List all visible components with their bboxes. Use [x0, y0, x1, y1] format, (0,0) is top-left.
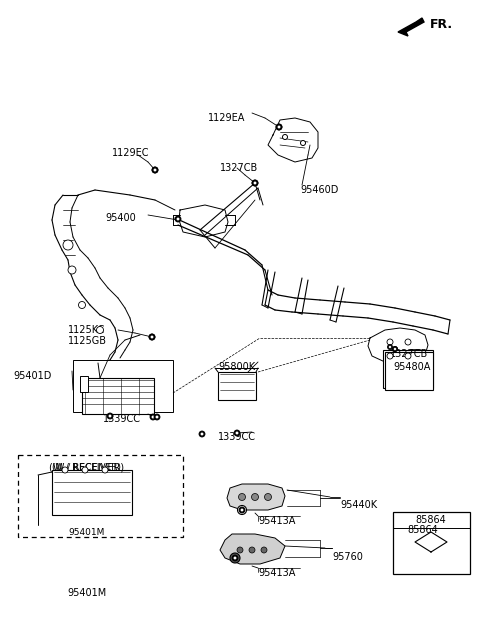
Circle shape [277, 125, 280, 129]
Circle shape [82, 467, 88, 473]
FancyBboxPatch shape [18, 455, 183, 537]
Text: (W / RECEIVER): (W / RECEIVER) [52, 463, 121, 472]
Circle shape [175, 216, 181, 222]
Circle shape [261, 547, 267, 553]
Circle shape [253, 182, 256, 185]
Circle shape [300, 141, 305, 145]
Circle shape [389, 346, 391, 348]
Circle shape [152, 167, 158, 173]
Circle shape [405, 339, 411, 345]
Text: 95460D: 95460D [300, 185, 338, 195]
Text: 1129EA: 1129EA [208, 113, 245, 123]
Circle shape [283, 134, 288, 140]
Bar [73, 360, 173, 412]
Bar [80, 376, 88, 392]
Circle shape [108, 415, 111, 417]
Text: 95800K: 95800K [218, 362, 255, 372]
Text: 95413A: 95413A [258, 568, 295, 578]
Circle shape [405, 353, 411, 359]
Circle shape [393, 347, 397, 352]
Text: (W / RECEIVER): (W / RECEIVER) [49, 463, 125, 473]
Circle shape [387, 353, 393, 359]
Circle shape [199, 431, 205, 437]
Circle shape [102, 467, 108, 473]
Text: 95400: 95400 [105, 213, 136, 223]
Circle shape [154, 168, 156, 171]
Circle shape [151, 336, 153, 338]
Circle shape [239, 507, 245, 513]
Circle shape [149, 334, 155, 340]
Bar [82, 378, 154, 414]
Circle shape [149, 334, 155, 340]
Polygon shape [220, 534, 285, 564]
Circle shape [234, 557, 236, 559]
Circle shape [230, 553, 240, 563]
Polygon shape [398, 18, 424, 36]
Circle shape [152, 415, 155, 419]
Text: 1129EC: 1129EC [112, 148, 149, 158]
Text: 95401M: 95401M [67, 588, 107, 598]
Circle shape [240, 509, 243, 511]
Circle shape [96, 327, 104, 334]
Circle shape [249, 547, 255, 553]
Text: 95413A: 95413A [258, 516, 295, 526]
Circle shape [232, 555, 238, 561]
Text: 1125KC: 1125KC [68, 325, 106, 335]
Text: 1327CB: 1327CB [390, 349, 428, 359]
Circle shape [394, 348, 396, 350]
Polygon shape [227, 484, 285, 510]
Circle shape [238, 505, 247, 514]
Bar [393, 512, 470, 574]
Circle shape [387, 339, 393, 345]
Circle shape [277, 125, 280, 129]
Text: 95760: 95760 [332, 552, 363, 562]
Circle shape [264, 493, 272, 500]
Circle shape [62, 467, 68, 473]
Circle shape [79, 302, 85, 309]
Text: 95401M: 95401M [69, 528, 105, 537]
Circle shape [68, 266, 76, 274]
Circle shape [387, 345, 393, 350]
Circle shape [276, 124, 282, 130]
Circle shape [152, 167, 158, 173]
Circle shape [237, 547, 243, 553]
Text: 85864: 85864 [416, 515, 446, 525]
Circle shape [239, 493, 245, 500]
Circle shape [252, 180, 258, 186]
Circle shape [150, 414, 156, 420]
Circle shape [154, 168, 156, 171]
Text: 1339CC: 1339CC [218, 432, 256, 442]
Bar [385, 352, 433, 390]
Text: 1339CC: 1339CC [103, 414, 141, 424]
Text: 95401D: 95401D [13, 371, 51, 381]
Circle shape [107, 413, 113, 419]
Circle shape [276, 124, 282, 130]
Circle shape [252, 180, 258, 186]
Circle shape [394, 348, 396, 350]
Circle shape [253, 182, 256, 185]
Circle shape [63, 240, 73, 250]
Circle shape [252, 493, 259, 500]
Circle shape [234, 430, 240, 436]
Circle shape [154, 414, 160, 420]
Circle shape [201, 433, 204, 435]
Circle shape [393, 347, 397, 352]
Text: 1327CB: 1327CB [220, 163, 258, 173]
Text: 1125GB: 1125GB [68, 336, 107, 346]
Text: 85864: 85864 [408, 525, 438, 535]
Text: 95480A: 95480A [393, 362, 431, 372]
Bar [218, 372, 256, 400]
Circle shape [156, 415, 158, 419]
Circle shape [177, 217, 180, 221]
Text: FR.: FR. [430, 18, 453, 31]
Bar [52, 470, 132, 515]
Bar [383, 350, 433, 388]
Text: 95440K: 95440K [340, 500, 377, 510]
Circle shape [151, 336, 153, 338]
Circle shape [236, 431, 239, 435]
